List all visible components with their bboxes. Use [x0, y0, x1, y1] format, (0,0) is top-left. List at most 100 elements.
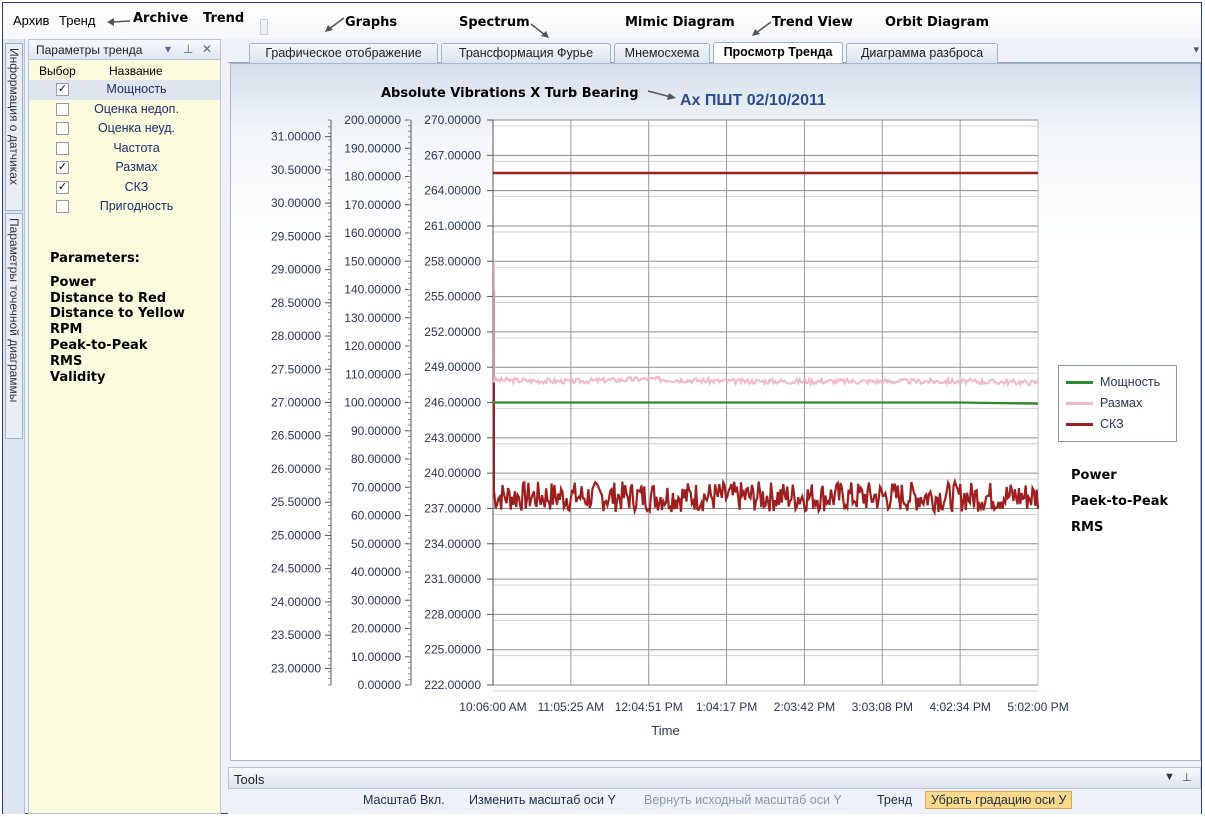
y-tick-label: 264.00000 — [424, 184, 481, 198]
y-tick-label: 80.00000 — [351, 452, 401, 466]
panel-columns: Выбор Название — [29, 60, 220, 80]
parameter-checkbox[interactable] — [56, 102, 69, 116]
legend-swatch — [1066, 423, 1093, 426]
y-tick-label: 27.50000 — [271, 362, 321, 376]
y-tick-label: 25.50000 — [271, 495, 321, 509]
parameter-list: ✓ Мощность Оценка недоп. Оценка неуд. Частот… — [29, 80, 220, 217]
tools-panel: Tools ▼ ⊥ Масштаб Вкл. Изменить масштаб … — [228, 767, 1201, 814]
parameter-checkbox[interactable]: ✓ — [56, 161, 69, 174]
dropdown-icon[interactable]: ▾ — [165, 42, 172, 56]
y-tick-label: 29.50000 — [271, 229, 321, 243]
tab-scatter[interactable]: Диаграмма разброса — [846, 43, 998, 63]
y-tick-label: 234.00000 — [424, 537, 481, 551]
y-tick-label: 100.00000 — [344, 396, 401, 410]
parameter-checkbox[interactable]: ✓ — [56, 83, 69, 96]
rescale-y-button[interactable]: Изменить масштаб оси Y — [469, 793, 616, 807]
parameter-name: СКЗ — [124, 179, 149, 194]
tab-trend-view[interactable]: Просмотр Тренда — [713, 42, 843, 63]
dropdown-icon[interactable]: ▼ — [1164, 771, 1175, 783]
remove-y-gradation-button[interactable]: Убрать градацию оси У — [925, 791, 1073, 809]
side-tab-strip: Информация о датчиках Параметры точечной… — [3, 39, 25, 814]
x-tick-label: 3:03:08 PM — [852, 700, 913, 714]
menu-trend[interactable]: Тренд — [59, 13, 96, 28]
parameter-checkbox[interactable]: ✓ — [56, 180, 69, 194]
annotation-trend: Trend — [203, 11, 245, 26]
y-tick-label: 90.00000 — [351, 424, 401, 438]
trend-button[interactable]: Тренд — [877, 793, 913, 807]
parameter-row[interactable]: Оценка недоп. — [29, 100, 220, 120]
y-tick-label: 130.00000 — [344, 311, 401, 325]
y-tick-label: 70.00000 — [351, 480, 401, 494]
y-tick-label: 252.00000 — [424, 325, 481, 339]
x-tick-label: 12:04:51 PM — [615, 700, 683, 714]
close-icon[interactable]: ✕ — [202, 42, 213, 56]
x-tick-label: 5:02:00 PM — [1007, 700, 1068, 714]
y-tick-label: 30.00000 — [271, 196, 321, 210]
menu-archive[interactable]: Архив — [13, 13, 50, 28]
pin-icon[interactable]: ⊥ — [183, 42, 194, 56]
side-tab-sensor-info[interactable]: Информация о датчиках — [5, 43, 23, 211]
tools-header: Tools ▼ ⊥ — [228, 767, 1201, 789]
x-tick-label: 2:03:42 PM — [774, 700, 835, 714]
reset-y-scale-button[interactable]: Вернуть исходный масштаб оси Y — [644, 793, 842, 807]
y-tick-label: 228.00000 — [424, 607, 481, 621]
pin-icon[interactable]: ⊥ — [1182, 772, 1192, 784]
y-tick-label: 170.00000 — [344, 198, 401, 212]
parameter-row[interactable]: Частота — [29, 139, 220, 159]
parameter-note: RPM — [50, 322, 83, 338]
toolbar-grip-icon — [260, 19, 268, 35]
x-tick-label: 11:05:25 AM — [538, 700, 605, 714]
parameter-row[interactable]: ✓ Размах — [29, 158, 220, 178]
x-tick-label: 4:02:34 PM — [929, 700, 990, 714]
parameter-row[interactable]: Оценка неуд. — [29, 119, 220, 139]
y-tick-label: 26.50000 — [271, 429, 321, 443]
x-tick-label: 1:04:17 PM — [696, 700, 757, 714]
legend-swatch — [1066, 402, 1093, 405]
parameter-note: RMS — [50, 353, 83, 369]
zoom-on-button[interactable]: Масштаб Вкл. — [363, 793, 445, 807]
y-tick-label: 10.00000 — [351, 650, 401, 664]
panel-title: Параметры тренда — [36, 43, 143, 57]
parameter-checkbox[interactable] — [56, 141, 69, 155]
arrow-icon — [107, 18, 131, 26]
parameter-name: Пригодность — [99, 199, 174, 213]
y-tick-label: 180.00000 — [344, 170, 401, 184]
annotation-chart-title: Absolute Vibrations X Turb Bearing — [381, 86, 639, 101]
column-name: Название — [109, 64, 163, 78]
arrow-icon — [530, 23, 549, 38]
y-tick-label: 255.00000 — [424, 290, 481, 304]
y-tick-label: 28.00000 — [271, 329, 321, 343]
y-tick-label: 261.00000 — [424, 219, 481, 233]
legend-annotation: RMS — [1071, 520, 1103, 535]
parameter-row[interactable]: ✓ СКЗ — [29, 178, 220, 198]
y-tick-label: 25.00000 — [271, 528, 321, 542]
menu-bar: Архив Тренд Archive Trend Graphs Spectru… — [3, 3, 1201, 39]
parameter-checkbox[interactable] — [56, 200, 69, 213]
series-rms-line — [492, 477, 1040, 517]
tab-mimic[interactable]: Мнемосхема — [614, 43, 710, 63]
arrow-icon — [667, 93, 676, 100]
legend-annotation: Power — [1071, 468, 1117, 483]
parameter-row[interactable]: ✓ Мощность — [29, 80, 220, 100]
y-tick-label: 0.00000 — [358, 678, 402, 692]
arrow-icon — [325, 17, 345, 32]
y-tick-label: 237.00000 — [424, 501, 481, 515]
parameter-checkbox[interactable] — [56, 122, 69, 135]
annotation-mimic-diagram: Mimic Diagram — [625, 15, 735, 30]
y-tick-label: 200.00000 — [344, 113, 401, 127]
y-tick-label: 231.00000 — [424, 572, 481, 586]
tab-fourier[interactable]: Трансформация Фурье — [441, 43, 611, 63]
y-tick-label: 249.00000 — [424, 360, 481, 374]
y-tick-label: 50.00000 — [351, 537, 401, 551]
y-tick-label: 258.00000 — [424, 254, 481, 268]
chart-legend: Мощность Размах СКЗ — [1058, 365, 1177, 442]
parameter-row[interactable]: Пригодность — [29, 197, 220, 217]
side-tab-scatter-params[interactable]: Параметры точечной диаграммы — [5, 213, 23, 439]
parameters-annotation: Parameters: Power Distance to Red Distan… — [50, 251, 185, 385]
tab-overflow-icon[interactable]: ▾ — [1193, 44, 1199, 56]
y-tick-label: 30.50000 — [271, 163, 321, 177]
y-tick-label: 24.50000 — [271, 562, 321, 576]
annotation-orbit-diagram: Orbit Diagram — [885, 15, 990, 30]
tab-graphs[interactable]: Графическое отображение — [249, 43, 438, 63]
annotation-spectrum: Spectrum — [459, 15, 530, 30]
